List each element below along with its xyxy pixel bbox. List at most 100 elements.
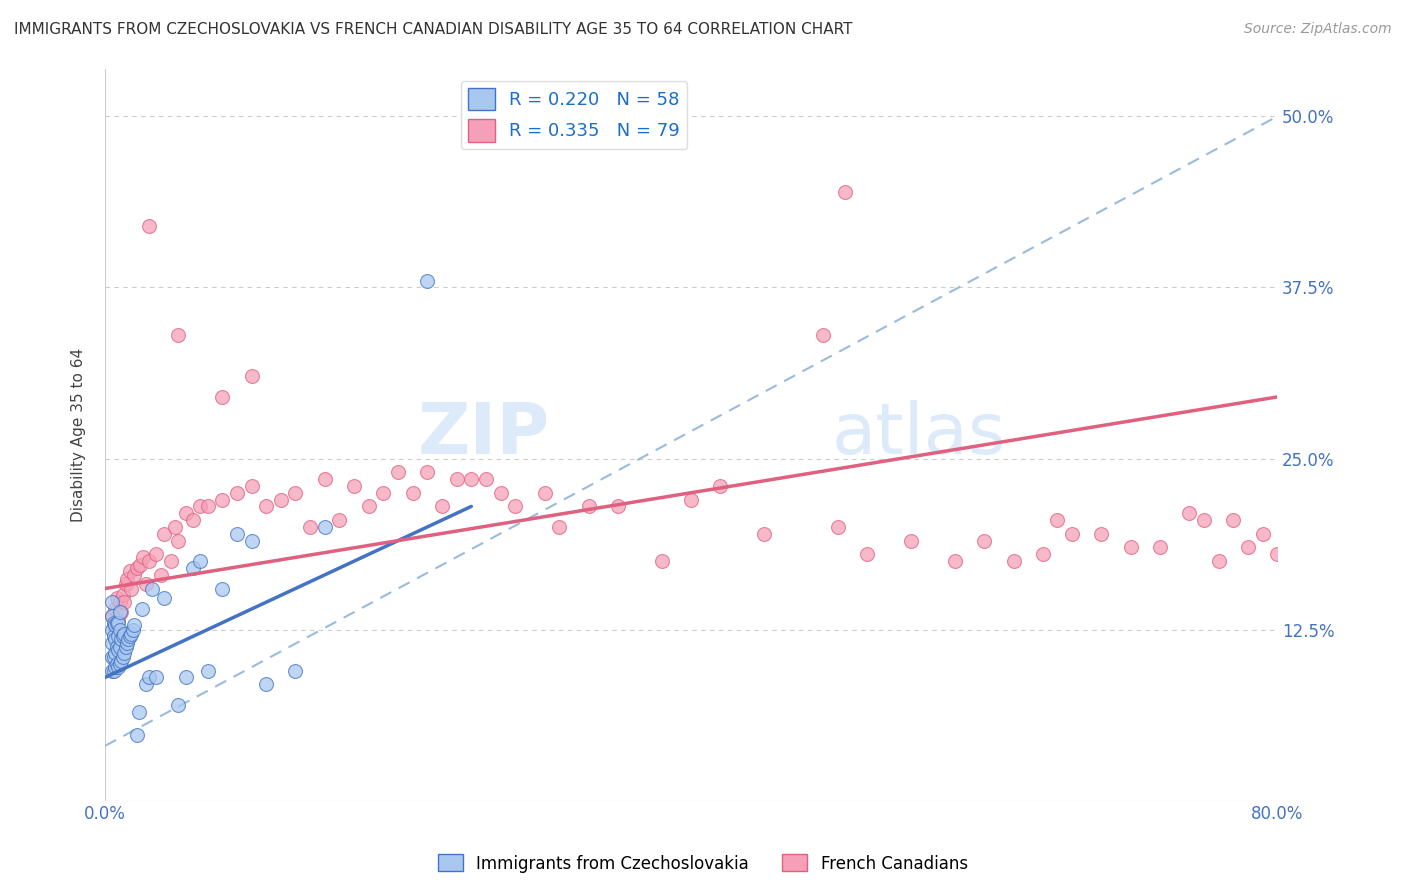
Point bbox=[181, 513, 204, 527]
Point bbox=[651, 554, 673, 568]
Point bbox=[1149, 541, 1171, 555]
Point bbox=[314, 520, 336, 534]
Point bbox=[1208, 554, 1230, 568]
Point bbox=[834, 185, 856, 199]
Point bbox=[138, 670, 160, 684]
Point bbox=[108, 595, 131, 609]
Point bbox=[101, 608, 124, 623]
Point bbox=[114, 577, 136, 591]
Point bbox=[299, 520, 322, 534]
Text: Source: ZipAtlas.com: Source: ZipAtlas.com bbox=[1244, 22, 1392, 37]
Point bbox=[108, 640, 131, 655]
Text: ZIP: ZIP bbox=[418, 401, 551, 469]
Point bbox=[108, 623, 131, 637]
Point bbox=[103, 664, 125, 678]
Point bbox=[503, 500, 526, 514]
Point bbox=[416, 465, 439, 479]
Point bbox=[681, 492, 703, 507]
Point bbox=[145, 670, 167, 684]
Point bbox=[103, 649, 125, 664]
Point bbox=[167, 328, 190, 343]
Point bbox=[112, 646, 135, 660]
Point bbox=[1062, 526, 1084, 541]
Point bbox=[105, 615, 128, 630]
Point bbox=[124, 618, 146, 632]
Point bbox=[103, 615, 125, 630]
Point bbox=[1178, 506, 1201, 520]
Point bbox=[254, 500, 277, 514]
Point bbox=[124, 567, 146, 582]
Point bbox=[254, 677, 277, 691]
Point bbox=[343, 479, 366, 493]
Point bbox=[101, 608, 124, 623]
Point bbox=[211, 582, 233, 596]
Point bbox=[533, 485, 555, 500]
Point bbox=[328, 513, 350, 527]
Point bbox=[103, 618, 125, 632]
Point bbox=[1251, 526, 1274, 541]
Point bbox=[104, 659, 127, 673]
Point bbox=[270, 492, 292, 507]
Point bbox=[314, 472, 336, 486]
Point bbox=[430, 500, 453, 514]
Point bbox=[152, 526, 174, 541]
Point bbox=[115, 572, 138, 586]
Point bbox=[709, 479, 731, 493]
Point bbox=[225, 485, 247, 500]
Point bbox=[104, 618, 127, 632]
Point bbox=[111, 629, 134, 643]
Point bbox=[111, 649, 134, 664]
Point bbox=[416, 274, 439, 288]
Point bbox=[1032, 547, 1054, 561]
Legend: R = 0.220   N = 58, R = 0.335   N = 79: R = 0.220 N = 58, R = 0.335 N = 79 bbox=[461, 81, 688, 149]
Point bbox=[284, 485, 307, 500]
Point bbox=[107, 613, 129, 627]
Point bbox=[188, 554, 211, 568]
Point bbox=[606, 500, 628, 514]
Point bbox=[160, 554, 183, 568]
Point bbox=[1046, 513, 1069, 527]
Point bbox=[115, 636, 138, 650]
Point bbox=[138, 219, 160, 233]
Point bbox=[754, 526, 776, 541]
Point bbox=[107, 615, 129, 630]
Point bbox=[211, 390, 233, 404]
Point bbox=[127, 561, 149, 575]
Point bbox=[387, 465, 409, 479]
Point bbox=[167, 533, 190, 548]
Point bbox=[181, 561, 204, 575]
Point bbox=[475, 472, 498, 486]
Point bbox=[112, 626, 135, 640]
Point bbox=[373, 485, 395, 500]
Point bbox=[101, 623, 124, 637]
Point bbox=[197, 664, 219, 678]
Point bbox=[165, 520, 187, 534]
Point bbox=[117, 632, 139, 647]
Point bbox=[402, 485, 425, 500]
Point bbox=[174, 506, 197, 520]
Point bbox=[107, 659, 129, 673]
Point bbox=[104, 602, 127, 616]
Point bbox=[112, 595, 135, 609]
Point bbox=[135, 577, 157, 591]
Point bbox=[101, 649, 124, 664]
Point bbox=[145, 547, 167, 561]
Point bbox=[131, 602, 153, 616]
Point bbox=[101, 664, 124, 678]
Point bbox=[120, 626, 142, 640]
Point bbox=[827, 520, 849, 534]
Point bbox=[357, 500, 380, 514]
Point bbox=[107, 629, 129, 643]
Point bbox=[225, 526, 247, 541]
Point bbox=[114, 640, 136, 655]
Point bbox=[240, 533, 263, 548]
Point bbox=[973, 533, 995, 548]
Point bbox=[1002, 554, 1025, 568]
Point bbox=[120, 582, 142, 596]
Point bbox=[121, 623, 143, 637]
Point bbox=[856, 547, 879, 561]
Y-axis label: Disability Age 35 to 64: Disability Age 35 to 64 bbox=[72, 348, 86, 522]
Point bbox=[105, 657, 128, 671]
Point bbox=[110, 632, 132, 647]
Point bbox=[460, 472, 482, 486]
